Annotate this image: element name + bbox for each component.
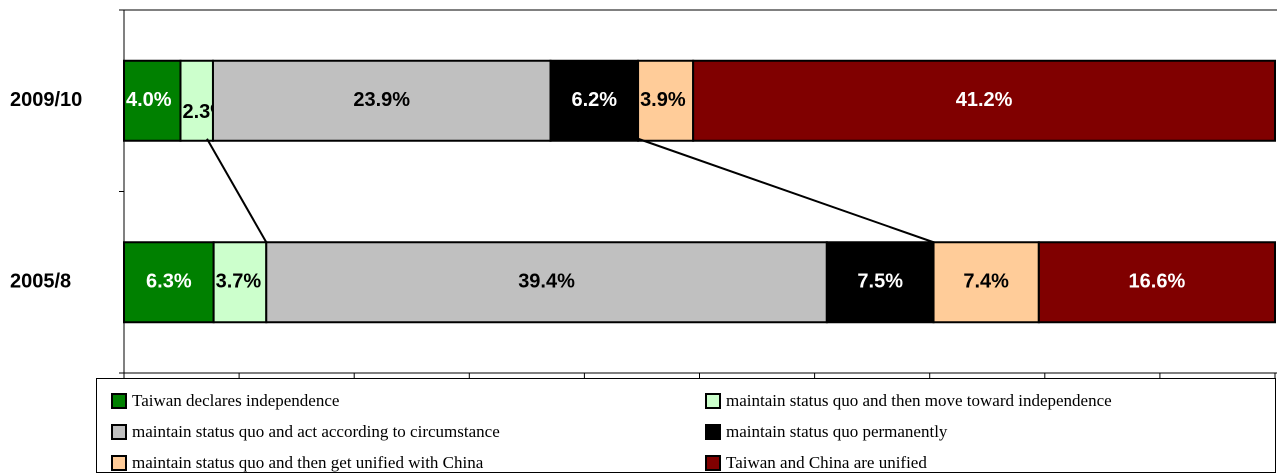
- data-label: 7.5%: [857, 271, 903, 293]
- data-label: 16.6%: [1129, 271, 1186, 293]
- bar-segment: [692, 59, 1276, 142]
- legend-swatch: [705, 424, 721, 440]
- bar-segment: [932, 241, 1040, 324]
- legend-swatch: [705, 393, 721, 409]
- legend-label: maintain status quo permanently: [726, 422, 948, 441]
- legend-swatch: [111, 455, 127, 471]
- data-label: 6.3%: [146, 271, 192, 293]
- bar-segment: [179, 59, 214, 142]
- bar-segment: [637, 59, 695, 142]
- legend-label: Taiwan and China are unified: [726, 453, 927, 472]
- bar-segment: [1037, 241, 1276, 324]
- data-label: 41.2%: [956, 89, 1013, 111]
- bar-segment: [265, 241, 828, 324]
- data-label: 7.4%: [963, 271, 1009, 293]
- legend-label: maintain status quo and act according to…: [132, 422, 500, 441]
- data-label: 39.4%: [518, 271, 575, 293]
- bar-segment: [123, 241, 215, 324]
- category-label: 2009/10: [10, 89, 82, 111]
- legend-swatch: [705, 455, 721, 471]
- data-label: 3.7%: [216, 271, 262, 293]
- legend-swatch: [111, 393, 127, 409]
- data-label: 4.0%: [126, 89, 172, 111]
- data-label: 6.2%: [571, 89, 617, 111]
- connector: [637, 137, 934, 244]
- legend-label: maintain status quo and then get unified…: [132, 453, 484, 472]
- data-label: 23.9%: [353, 89, 410, 111]
- legend-label: maintain status quo and then move toward…: [726, 391, 1112, 410]
- connector: [206, 138, 268, 243]
- bar-segment: [825, 241, 935, 324]
- data-label: 3.9%: [640, 89, 686, 111]
- legend-swatch: [111, 424, 127, 440]
- category-label: 2005/8: [10, 271, 71, 293]
- legend-label: Taiwan declares independence: [132, 391, 339, 410]
- legend-box: [96, 378, 1276, 473]
- bar-segment: [212, 241, 268, 324]
- bar-segment: [549, 59, 640, 142]
- bar-segment: [211, 59, 552, 142]
